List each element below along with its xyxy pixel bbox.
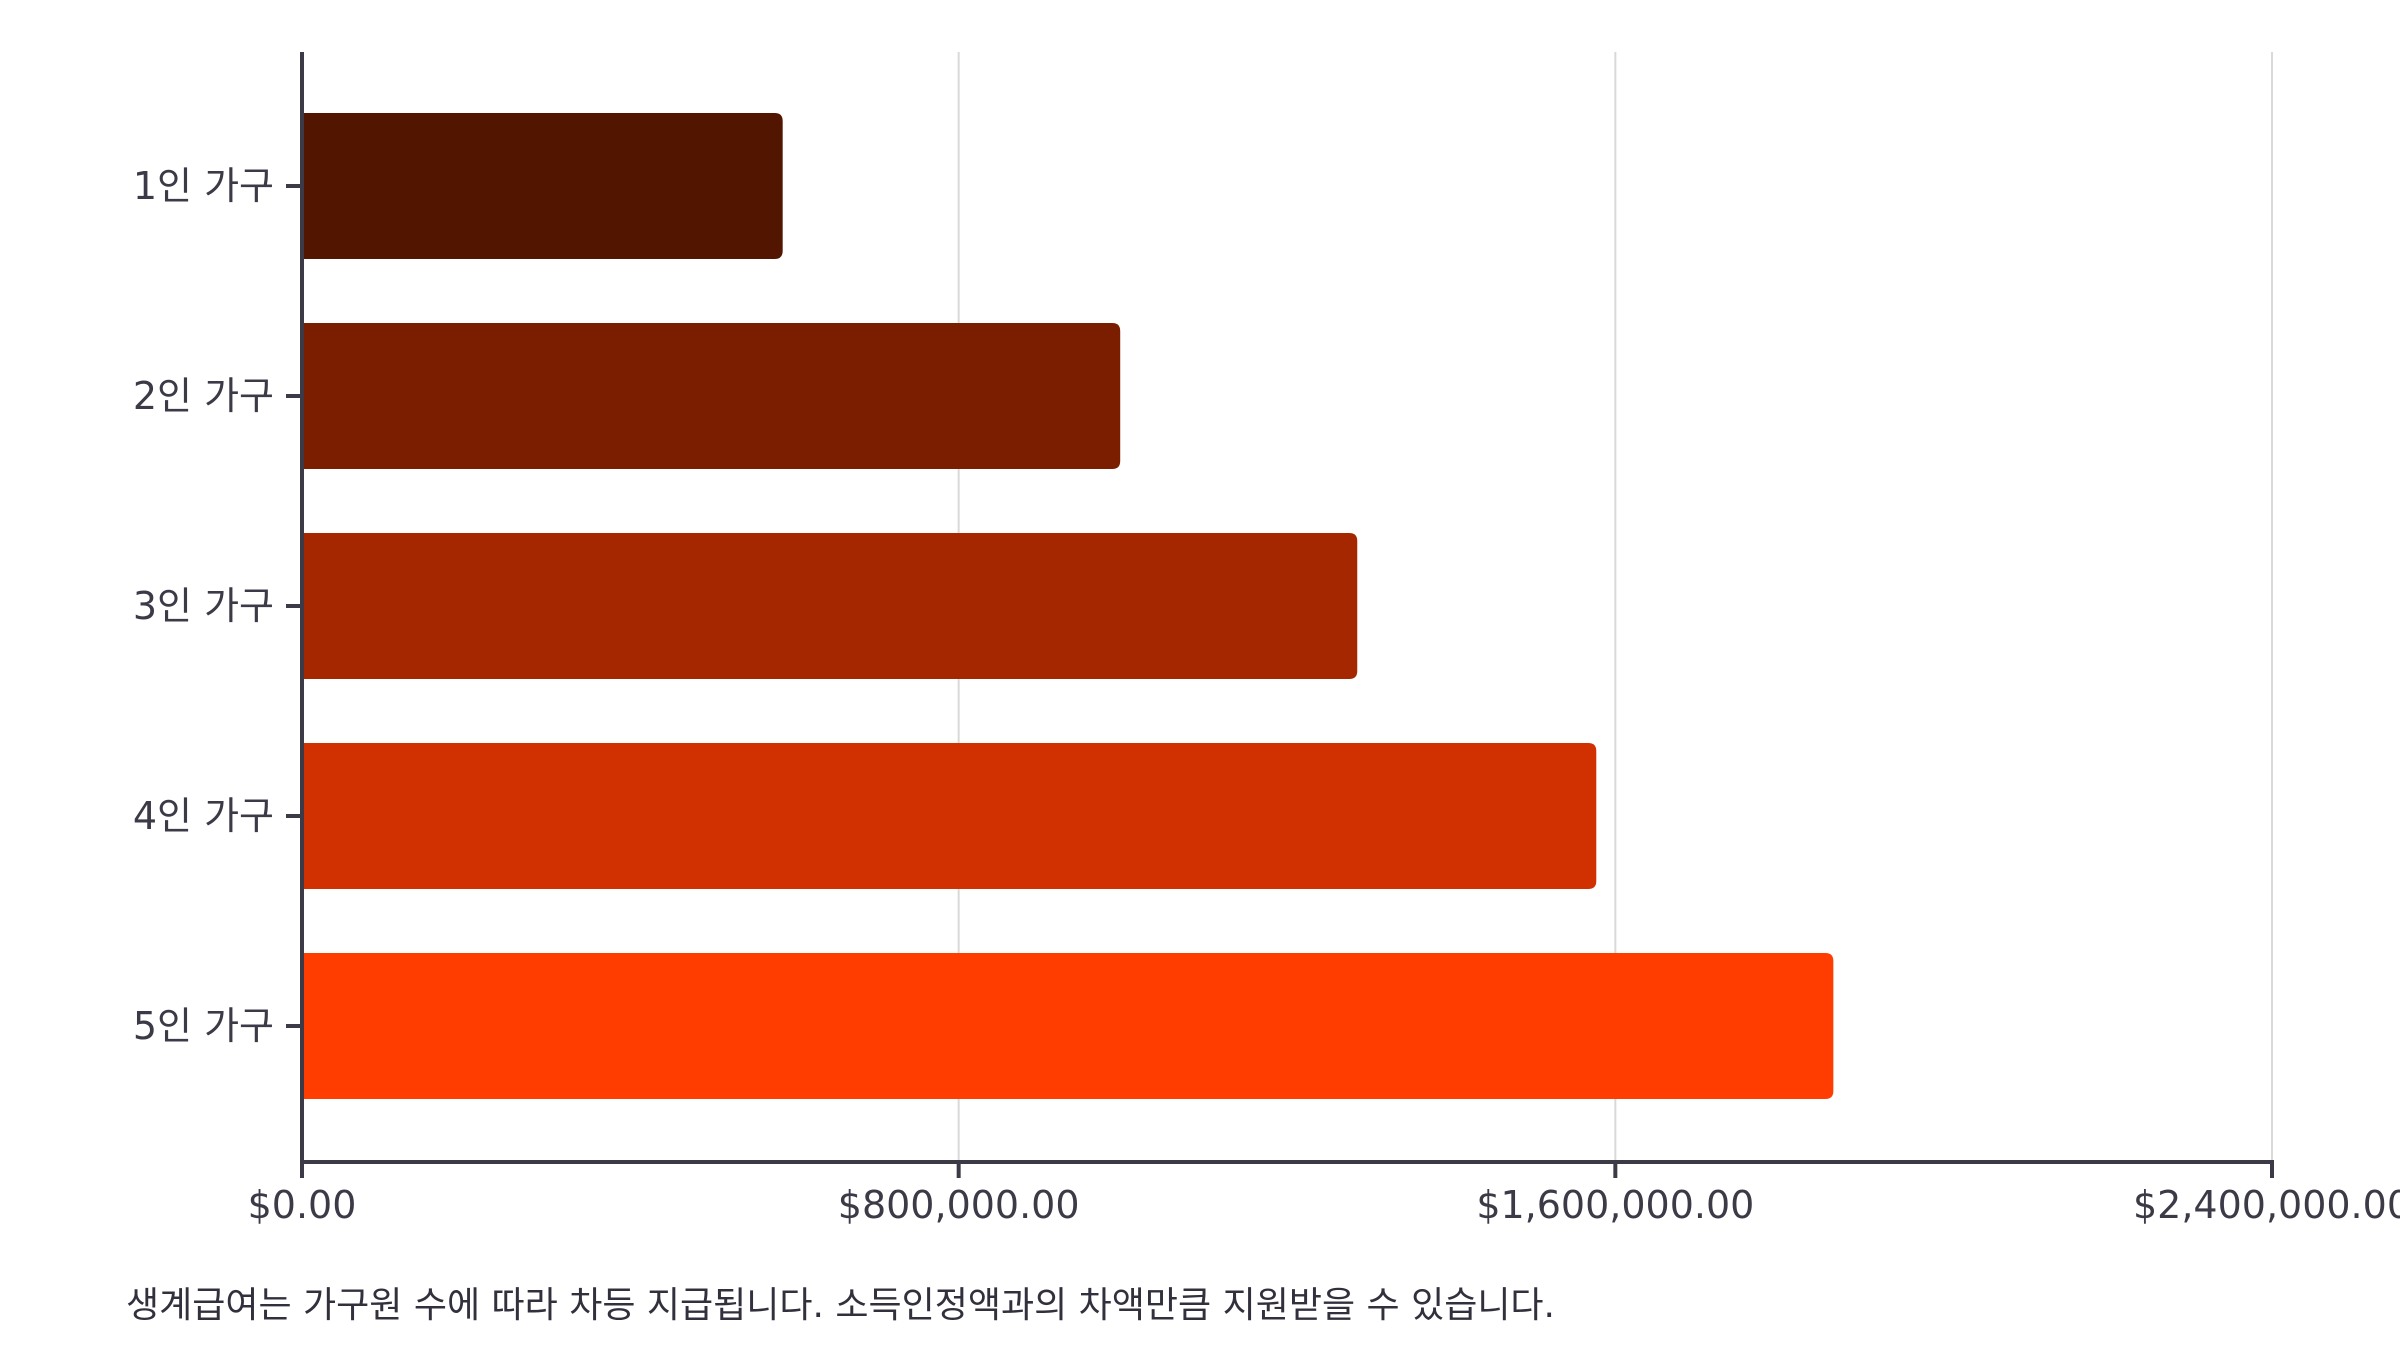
y-tick-label: 4인 가구: [133, 794, 274, 838]
y-tick-label: 1인 가구: [133, 164, 274, 208]
bars: [302, 113, 1834, 1099]
y-tick-label: 5인 가구: [133, 1004, 274, 1048]
x-tick-label: $1,600,000.00: [1476, 1183, 1754, 1227]
bar: [302, 953, 1834, 1099]
tick-labels: $0.00 $800,000.00 $1,600,000.00 $2,400,000.…: [133, 164, 2400, 1227]
bar: [302, 323, 1121, 469]
x-tick-label: $0.00: [248, 1183, 357, 1227]
axes: [286, 52, 2274, 1178]
x-tick-label: $800,000.00: [838, 1183, 1080, 1227]
y-tick-label: 3인 가구: [133, 584, 274, 628]
bar: [302, 113, 783, 259]
bar: [302, 533, 1358, 679]
chart-footnote: 생계급여는 가구원 수에 따라 차등 지급됩니다. 소득인정액과의 차액만큼 지…: [126, 1285, 1556, 1326]
x-tick-label: $2,400,000.00: [2133, 1183, 2400, 1227]
y-tick-label: 2인 가구: [133, 374, 274, 418]
bar: [302, 743, 1597, 889]
